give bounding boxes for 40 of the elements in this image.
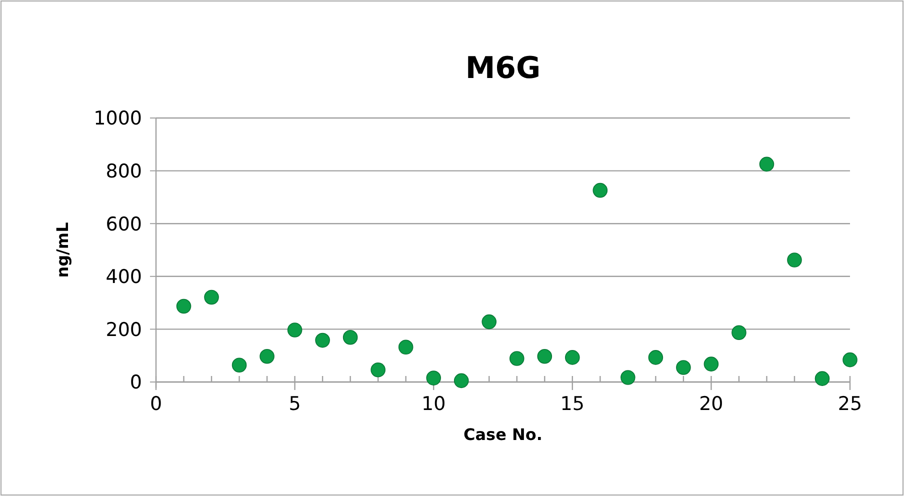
point <box>398 340 414 355</box>
x-tick-label: 15 <box>560 393 584 415</box>
point <box>537 348 552 364</box>
point <box>260 348 274 364</box>
chart-title: M6G <box>465 51 541 86</box>
point <box>176 298 192 314</box>
x-axis-title: Case No. <box>464 425 542 444</box>
point <box>426 370 441 386</box>
y-tick-label: 200 <box>106 318 142 341</box>
y-tick-label: 400 <box>106 266 142 288</box>
y-tick-label: 1000 <box>94 108 142 130</box>
y-axis-title: ng/mL <box>53 222 72 278</box>
point <box>676 360 691 375</box>
point <box>454 373 469 388</box>
point <box>482 314 497 330</box>
point <box>759 156 774 172</box>
point <box>232 358 247 373</box>
x-tick-label: 20 <box>699 393 724 415</box>
x-tick-label: 0 <box>150 393 162 415</box>
y-tick-label: 600 <box>106 213 142 236</box>
point <box>315 332 330 348</box>
point <box>732 325 746 340</box>
point <box>592 182 608 198</box>
point <box>648 350 664 365</box>
point <box>842 352 858 368</box>
point <box>704 356 719 372</box>
y-tick-label: 800 <box>106 160 142 182</box>
point <box>287 322 302 338</box>
y-tick-label: 0 <box>130 372 142 394</box>
point <box>814 371 830 386</box>
point <box>342 330 358 345</box>
x-tick-label: 10 <box>422 393 446 415</box>
x-tick-label: 5 <box>288 393 301 415</box>
point <box>620 370 636 385</box>
point <box>787 252 802 268</box>
point <box>370 362 386 378</box>
point <box>509 351 524 366</box>
point <box>565 350 580 365</box>
x-tick-label: 25 <box>838 393 862 415</box>
point <box>204 290 219 305</box>
